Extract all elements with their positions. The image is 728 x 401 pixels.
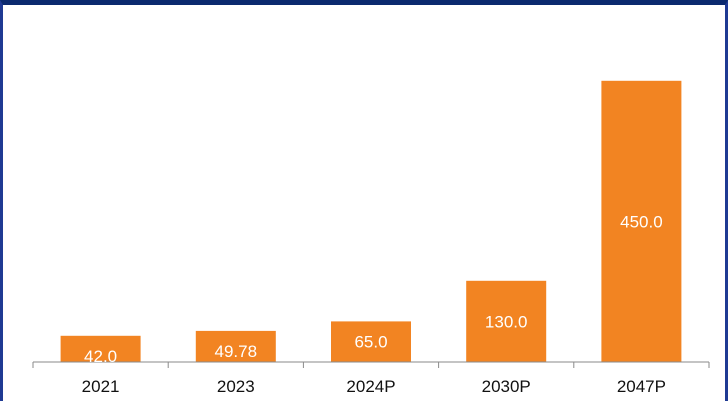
bar-value-label: 49.78 [215, 342, 258, 361]
x-tick-label: 2021 [82, 377, 120, 396]
bar-2030p [466, 280, 547, 363]
bar-2023 [195, 330, 276, 362]
bar-2024p [331, 321, 411, 362]
x-axis-labels: 2021 2023 2024P 2030P 2047P [82, 377, 666, 396]
bar-value-label: 65.0 [354, 332, 387, 351]
bar-2047p [601, 80, 682, 363]
bar-value-labels: 42.0 49.78 65.0 130.0 450.0 [84, 212, 663, 365]
bar-value-label: 450.0 [620, 212, 663, 231]
bar-2021 [60, 335, 141, 363]
bar-chart: 42.0 49.78 65.0 130.0 450.0 2021 2023 2024P 203… [32, 80, 710, 396]
x-tick-label: 2024P [346, 377, 395, 396]
bar-value-label: 42.0 [84, 347, 117, 366]
x-tick-label: 2047P [617, 377, 666, 396]
x-tick-label: 2030P [482, 377, 531, 396]
x-axis-ticks [32, 362, 710, 368]
bars-group [60, 80, 682, 363]
bar-value-label: 130.0 [485, 312, 528, 331]
x-tick-label: 2023 [217, 377, 255, 396]
